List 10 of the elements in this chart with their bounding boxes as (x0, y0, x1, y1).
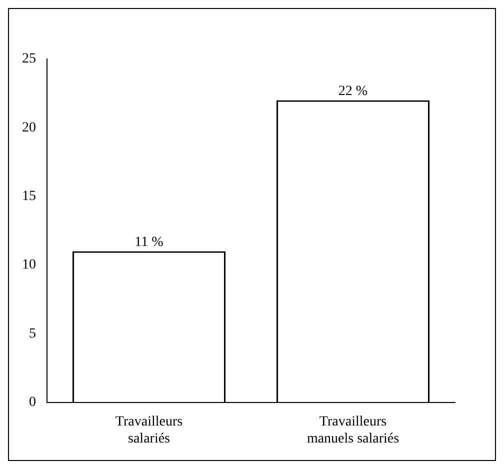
x-tick-label: Travailleurs salariés (115, 414, 183, 446)
y-tick-label: 5 (29, 326, 36, 342)
y-tick-label: 20 (22, 120, 36, 136)
y-tick-label: 25 (22, 52, 36, 67)
y-tick-label: 0 (29, 395, 36, 410)
data-label: 11 % (134, 234, 164, 250)
data-label: 22 % (338, 84, 368, 99)
x-tick-label: Travailleurs manuels salariés (306, 414, 400, 446)
y-tick-label: 10 (22, 258, 36, 273)
y-tick-label: 15 (22, 189, 36, 204)
